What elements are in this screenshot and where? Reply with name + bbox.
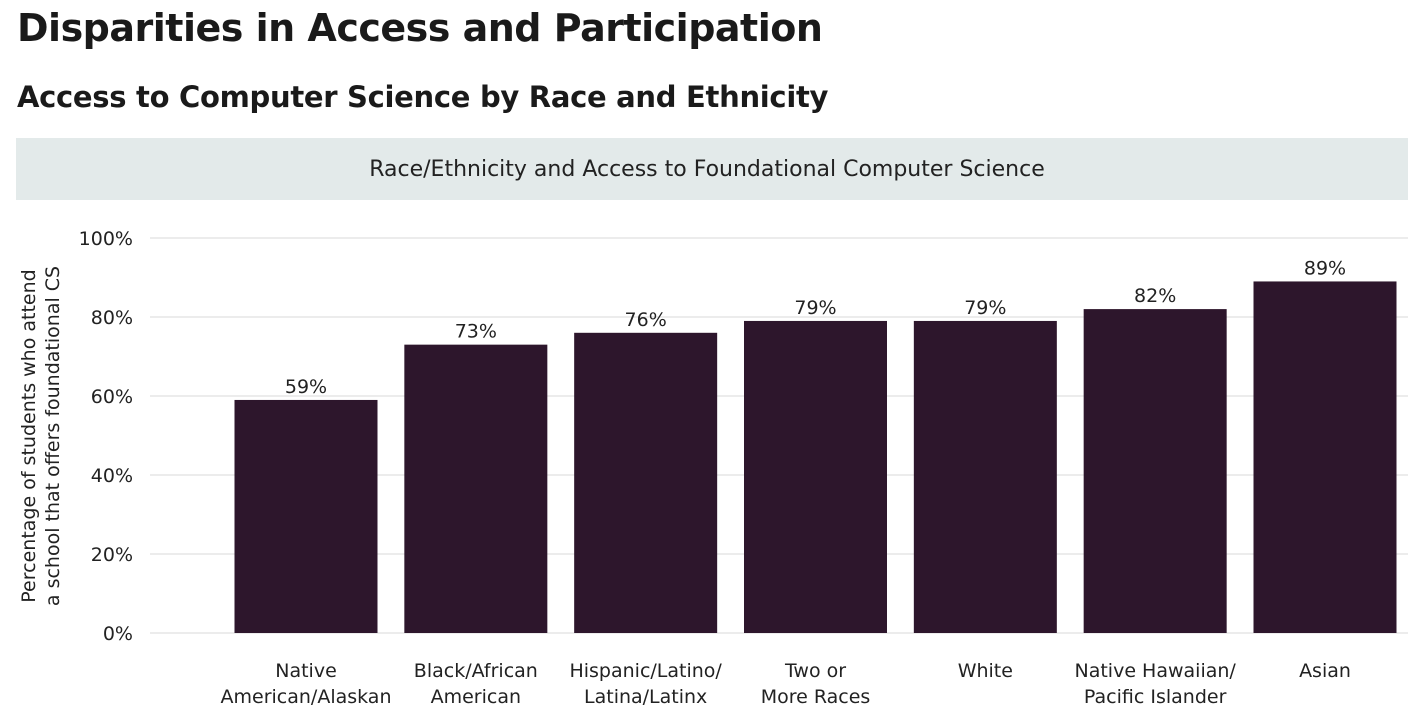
data-label: 76% xyxy=(625,309,667,331)
y-axis-label-line: a school that offers foundational CS xyxy=(42,266,64,606)
bar-chart: 0% 20% 40% 60% 80% 100% Percentage of students… xyxy=(18,228,1408,708)
data-label: 79% xyxy=(964,297,1006,319)
x-tick-label: Native American/Alaskan xyxy=(221,660,392,708)
x-tick-label: Black/African American xyxy=(414,660,538,708)
x-tick-label-line: Asian xyxy=(1299,660,1351,682)
x-tick-label: White xyxy=(958,660,1013,682)
x-tick-label-line: Black/African xyxy=(414,660,538,682)
y-tick-label: 40% xyxy=(91,465,133,487)
page-title: Disparities in Access and Participation xyxy=(17,6,823,50)
bar xyxy=(574,332,718,633)
x-tick-label: Native Hawaiian/Pacific Islander xyxy=(1075,660,1237,708)
data-label: 79% xyxy=(794,297,836,319)
section-title: Access to Computer Science by Race and E… xyxy=(17,80,829,114)
data-label: 89% xyxy=(1304,257,1346,279)
bar xyxy=(234,399,378,633)
x-tick-label-line: Latina/Latinx xyxy=(584,686,707,708)
x-tick-label: Two or More Races xyxy=(761,660,871,708)
x-tick-label-line: Hispanic/Latino/ xyxy=(569,660,722,682)
y-tick-label: 0% xyxy=(103,623,133,645)
x-tick-label-line: American xyxy=(431,686,521,708)
y-tick-label: 60% xyxy=(91,386,133,408)
bar xyxy=(913,320,1057,633)
y-tick-label: 20% xyxy=(91,544,133,566)
x-tick-label: Hispanic/Latino/Latina/Latinx xyxy=(569,660,722,708)
data-label: 73% xyxy=(455,321,497,343)
x-tick-label-line: Pacific Islander xyxy=(1084,686,1227,708)
x-tick-label: Asian xyxy=(1299,660,1351,682)
y-axis-label: Percentage of students who attend a schoo… xyxy=(18,266,64,606)
y-tick-label: 100% xyxy=(79,228,133,250)
x-tick-label-line: White xyxy=(958,660,1013,682)
bar xyxy=(1083,309,1227,633)
y-axis-label-line: Percentage of students who attend xyxy=(18,269,40,602)
bar xyxy=(1253,281,1397,633)
x-tick-label-line: Two or xyxy=(784,660,846,682)
x-tick-label-line: More Races xyxy=(761,686,871,708)
bar xyxy=(744,320,887,633)
x-tick-label-line: American/Alaskan xyxy=(221,686,392,708)
data-label: 59% xyxy=(285,376,327,398)
data-label: 82% xyxy=(1134,285,1176,307)
x-tick-label-line: Native Hawaiian/ xyxy=(1075,660,1237,682)
bar xyxy=(404,344,548,633)
y-tick-label: 80% xyxy=(91,307,133,329)
x-tick-label-line: Native xyxy=(275,660,337,682)
chart-title-banner: Race/Ethnicity and Access to Foundationa… xyxy=(16,138,1408,200)
chart-title: Race/Ethnicity and Access to Foundationa… xyxy=(369,156,1045,182)
